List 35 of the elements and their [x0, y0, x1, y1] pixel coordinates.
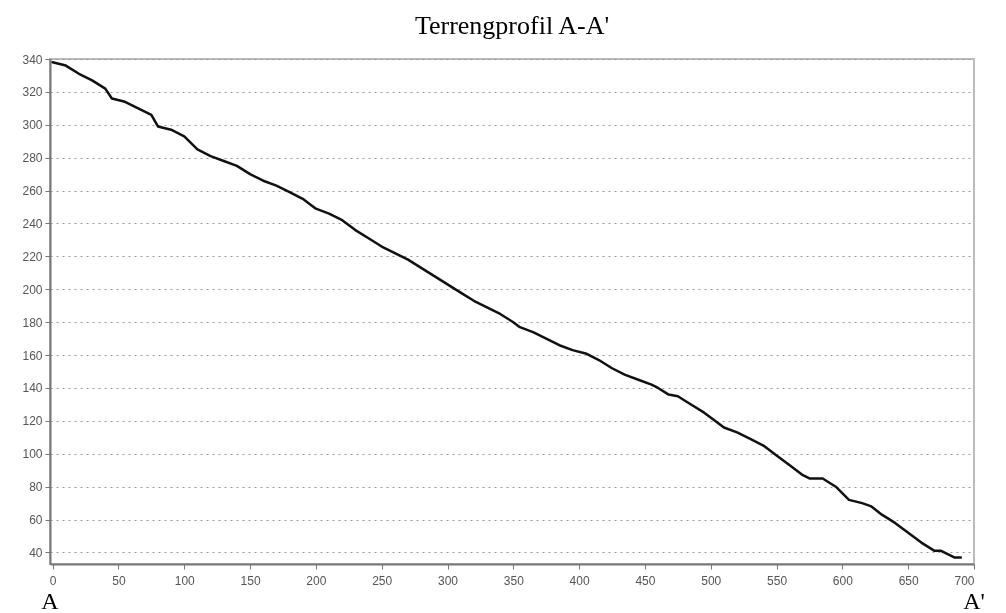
x-tick-label: 450	[635, 573, 656, 588]
x-tick-label: 400	[569, 573, 590, 588]
y-tick-label: 280	[22, 151, 43, 166]
y-tick-label: 100	[22, 447, 43, 462]
y-tick-label: 80	[29, 480, 43, 495]
x-tick-label: 0	[49, 573, 57, 588]
x-tick-label: 100	[174, 573, 196, 588]
y-tick-label: 40	[29, 545, 43, 560]
y-tick-label: 300	[22, 118, 43, 133]
x-tick-label: 300	[437, 573, 459, 588]
y-tick-label: 120	[22, 414, 43, 429]
x-tick-label: 200	[306, 573, 327, 588]
text: A'	[963, 588, 985, 613]
x-tick-label: 500	[701, 573, 722, 588]
y-tick-label: 240	[22, 217, 43, 231]
y-tick-label: 180	[22, 315, 43, 330]
x-tick-label: 600	[832, 573, 854, 588]
x-tick-label: 650	[898, 573, 920, 588]
y-tick-label: 160	[22, 348, 43, 363]
y-tick-label: 320	[22, 85, 43, 100]
x-tick-label: 550	[767, 573, 788, 588]
chart-title: Terrengprofil A-A'	[414, 11, 610, 40]
y-tick-label: 200	[22, 282, 43, 297]
y-tick-label: 340	[22, 52, 43, 67]
line-series	[51, 61, 963, 559]
x-tick-label: 700	[954, 573, 975, 588]
text: A	[41, 588, 60, 613]
y-tick-label: 60	[29, 513, 43, 528]
x-tick-label: 50	[112, 573, 126, 588]
x-tick-label: 250	[372, 573, 393, 588]
y-tick-label: 140	[22, 381, 43, 396]
x-tick-label: 150	[240, 573, 261, 588]
y-tick-label: 220	[22, 249, 43, 264]
y-tick-label: 260	[22, 184, 43, 199]
x-tick-label: 350	[503, 573, 525, 588]
